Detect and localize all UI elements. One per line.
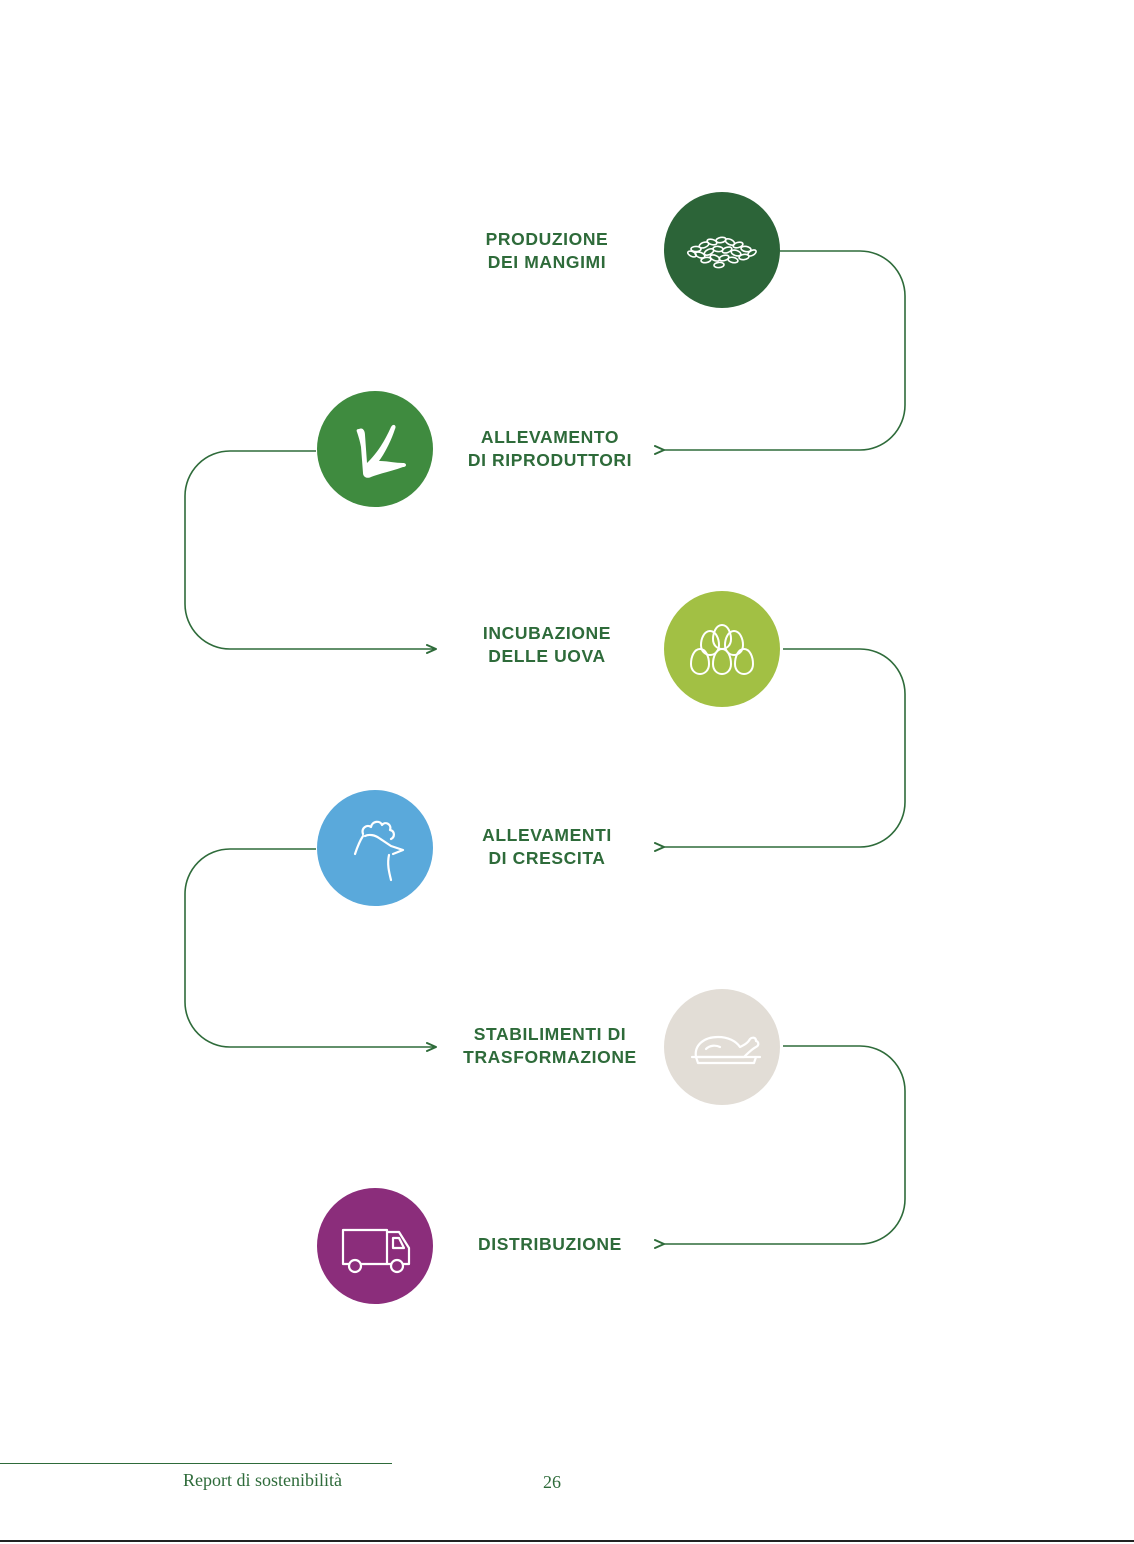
page-number: 26: [543, 1472, 561, 1492]
connector-3-4: [654, 648, 906, 852]
connector-5-6: [654, 1045, 906, 1249]
step-3-label: INCUBAZIONE DELLE UOVA: [482, 623, 612, 666]
step-6-circle: [317, 1188, 433, 1304]
connector-1-2: [654, 250, 906, 455]
roast-chicken-icon: [690, 1035, 762, 1065]
step-1-circle: [664, 192, 780, 308]
step-6-label: DISTRIBUZIONE: [478, 1234, 622, 1254]
footer-rule: [0, 1463, 392, 1464]
footer-title: Report di sostenibilità: [183, 1470, 342, 1490]
step-1-label: PRODUZIONE DEI MANGIMI: [485, 229, 609, 272]
feed-grains-icon: [686, 236, 757, 269]
connector-4-5: [184, 848, 437, 1052]
step-4-circle: [317, 790, 433, 906]
step-2-label: ALLEVAMENTO DI RIPRODUTTORI: [467, 427, 633, 470]
step-4-label: ALLEVAMENTI DI CRESCITA: [482, 825, 612, 868]
step-5-label: STABILIMENTI DI TRASFORMAZIONE: [463, 1024, 637, 1067]
chicken-head-icon: [353, 820, 405, 882]
eggs-icon: [689, 623, 755, 676]
bird-foot-icon: [356, 424, 406, 478]
step-2-circle: [317, 391, 433, 507]
page-bottom-rule: [0, 1540, 1134, 1542]
connector-2-3: [184, 450, 437, 654]
step-3-circle: [664, 591, 780, 707]
delivery-truck-icon: [341, 1228, 411, 1274]
step-5-circle: [664, 989, 780, 1105]
